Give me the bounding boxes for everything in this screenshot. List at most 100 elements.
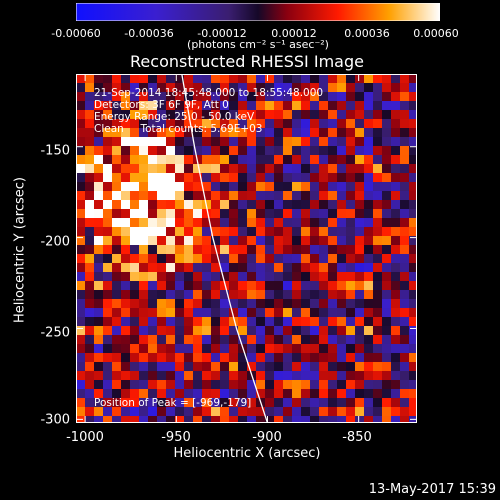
heatmap-cell xyxy=(94,335,104,345)
heatmap-cell xyxy=(328,227,338,237)
heatmap-cell xyxy=(310,200,320,210)
heatmap-cell xyxy=(337,227,347,237)
heatmap-cell xyxy=(184,164,194,174)
heatmap-cell xyxy=(256,389,266,399)
heatmap-cell xyxy=(202,146,212,156)
heatmap-cell xyxy=(409,182,417,192)
heatmap-cell xyxy=(238,245,248,255)
heatmap-cell xyxy=(220,299,230,309)
heatmap-cell xyxy=(157,290,167,300)
heatmap-cell xyxy=(382,272,392,282)
heatmap-cell xyxy=(229,209,239,219)
heatmap-cell xyxy=(166,128,176,138)
heatmap-cell xyxy=(76,164,86,174)
heatmap-cell xyxy=(76,191,86,201)
heatmap-cell xyxy=(391,209,401,219)
heatmap-cell xyxy=(76,155,86,165)
heatmap-cell xyxy=(130,191,140,201)
heatmap-cell xyxy=(112,146,122,156)
heatmap-cell xyxy=(355,416,365,423)
heatmap-cell xyxy=(373,191,383,201)
heatmap-cell xyxy=(292,155,302,165)
heatmap-cell xyxy=(400,353,410,363)
heatmap-cell xyxy=(328,263,338,273)
heatmap-cell xyxy=(121,254,131,264)
heatmap-cell xyxy=(139,362,149,372)
heatmap-cell xyxy=(319,191,329,201)
heatmap-cell xyxy=(166,155,176,165)
heatmap-cell xyxy=(292,317,302,327)
heatmap-cell xyxy=(130,389,140,399)
heatmap-cell xyxy=(229,74,239,84)
heatmap-cell xyxy=(319,74,329,84)
heatmap-cell xyxy=(355,92,365,102)
heatmap-cell xyxy=(310,407,320,417)
heatmap-cell xyxy=(130,380,140,390)
heatmap-cell xyxy=(121,83,131,93)
heatmap-cell xyxy=(391,290,401,300)
heatmap-cell xyxy=(373,308,383,318)
heatmap-cell xyxy=(400,227,410,237)
heatmap-cell xyxy=(220,263,230,273)
heatmap-cell xyxy=(373,137,383,147)
heatmap-cell xyxy=(292,335,302,345)
heatmap-cell xyxy=(328,155,338,165)
heatmap-cell xyxy=(319,92,329,102)
heatmap-cell xyxy=(220,128,230,138)
heatmap-cell xyxy=(382,209,392,219)
heatmap-cell xyxy=(247,416,257,423)
heatmap-cell xyxy=(319,308,329,318)
heatmap-cell xyxy=(211,326,221,336)
heatmap-cell xyxy=(166,191,176,201)
heatmap-cell xyxy=(346,155,356,165)
heatmap-cell xyxy=(229,164,239,174)
heatmap-cell xyxy=(85,209,95,219)
heatmap-cell xyxy=(94,281,104,291)
heatmap-cell xyxy=(247,218,257,228)
heatmap-cell xyxy=(220,74,230,84)
heatmap-cell xyxy=(400,173,410,183)
heatmap-cell xyxy=(346,398,356,408)
heatmap-cell xyxy=(148,254,158,264)
heatmap-cell xyxy=(346,191,356,201)
heatmap-cell xyxy=(148,290,158,300)
heatmap-cell xyxy=(373,92,383,102)
heatmap-cell xyxy=(112,389,122,399)
heatmap-cell xyxy=(247,110,257,120)
heatmap-cell xyxy=(238,101,248,111)
heatmap-cell xyxy=(337,353,347,363)
heatmap-cell xyxy=(391,308,401,318)
x-tick-label: -1000 xyxy=(66,430,104,445)
heatmap-cell xyxy=(409,380,417,390)
heatmap-cell xyxy=(112,254,122,264)
heatmap-cell xyxy=(130,281,140,291)
heatmap-cell xyxy=(274,164,284,174)
heatmap-cell xyxy=(238,254,248,264)
heatmap-cell xyxy=(238,119,248,129)
heatmap-cell xyxy=(211,308,221,318)
heatmap-cell xyxy=(337,200,347,210)
heatmap-cell xyxy=(220,173,230,183)
heatmap-cell xyxy=(112,416,122,423)
colorbar-tick-label: 0.00036 xyxy=(344,27,390,40)
heatmap-cell xyxy=(103,200,113,210)
heatmap-cell xyxy=(409,128,417,138)
heatmap-cell xyxy=(328,380,338,390)
heatmap-cell xyxy=(112,299,122,309)
heatmap-cell xyxy=(328,200,338,210)
heatmap-cell xyxy=(229,227,239,237)
heatmap-cell xyxy=(337,146,347,156)
heatmap-cell xyxy=(184,128,194,138)
heatmap-cell xyxy=(103,227,113,237)
heatmap-cell xyxy=(409,92,417,102)
heatmap-cell xyxy=(247,119,257,129)
heatmap-cell xyxy=(337,182,347,192)
heatmap-cell xyxy=(184,182,194,192)
heatmap-cell xyxy=(238,74,248,84)
heatmap-cell xyxy=(274,317,284,327)
heatmap-cell xyxy=(382,407,392,417)
heatmap-cell xyxy=(265,299,275,309)
heatmap-cell xyxy=(220,254,230,264)
heatmap-cell xyxy=(130,182,140,192)
heatmap-cell xyxy=(103,155,113,165)
